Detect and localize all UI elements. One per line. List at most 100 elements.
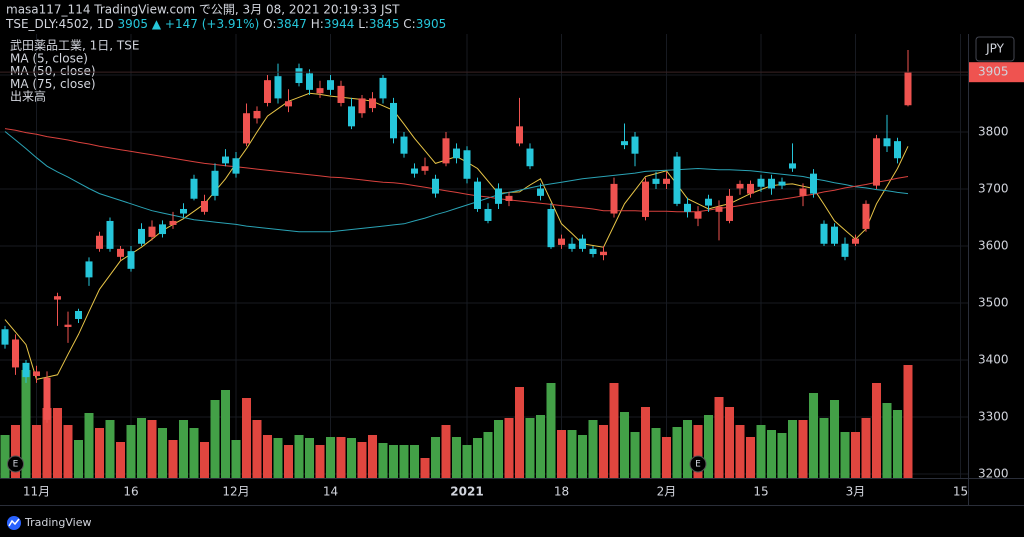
candle-body: [400, 136, 408, 154]
volume-bar: [431, 437, 440, 478]
candle-body: [673, 156, 681, 204]
ohlc-value: 3905: [416, 17, 447, 31]
volume-bar: [809, 393, 818, 478]
volume-bar: [609, 383, 619, 478]
volume-bar: [714, 397, 724, 478]
symbol-line: TSE_DLY:4502, 1D 3905 ▲ +147 (+3.91%) O:…: [5, 17, 446, 31]
volume-bar: [137, 418, 146, 478]
volume-bar: [525, 418, 535, 478]
candle-body: [190, 178, 198, 199]
volume-bar: [116, 442, 125, 478]
volume-bar: [294, 435, 304, 478]
x-tick-label: 15: [753, 485, 768, 499]
candle-body: [1, 329, 9, 345]
volume-bar: [903, 365, 913, 478]
candle-body: [159, 224, 166, 235]
candle-body: [348, 106, 355, 127]
volume-bar: [620, 412, 629, 478]
ma-line: [4, 128, 909, 213]
ohlc-value: 3845: [369, 17, 400, 31]
x-tick-label: 2021: [450, 485, 483, 499]
candle-body: [757, 178, 765, 187]
candle-body: [421, 166, 429, 171]
volume-bar: [651, 428, 661, 478]
candle-body: [390, 102, 397, 139]
volume-bar: [420, 458, 430, 478]
volume-bar: [578, 435, 587, 478]
candle-body: [358, 98, 366, 114]
volume-bar: [200, 442, 209, 478]
candle-body: [610, 183, 618, 214]
volume-bar: [893, 410, 902, 478]
volume-bar: [746, 437, 755, 478]
currency-button[interactable]: [975, 36, 1015, 62]
volume-bar: [84, 413, 94, 478]
volume-bar: [399, 445, 409, 478]
candle-body: [285, 101, 292, 107]
y-tick-label: 3600: [978, 239, 1009, 253]
candle-body: [222, 156, 229, 164]
candle-body: [463, 150, 471, 179]
volume-bar: [515, 387, 524, 478]
candle-body: [243, 113, 250, 144]
volume-bar: [168, 440, 178, 478]
volume-bar: [21, 370, 31, 478]
candle-body: [379, 77, 387, 99]
volume-bar: [693, 425, 703, 478]
volume-bar: [683, 420, 692, 478]
candle-body: [180, 208, 187, 214]
y-tick-label: 3300: [978, 410, 1009, 424]
volume-bar: [504, 418, 514, 478]
candle-body: [148, 226, 156, 237]
candle-body: [883, 138, 891, 147]
ohlc-label: C:: [403, 17, 415, 31]
candle-body: [537, 188, 544, 196]
x-tick-label: 16: [123, 485, 138, 499]
tv-logo: [7, 516, 21, 530]
volume-bar: [588, 420, 598, 478]
candle-body: [117, 248, 124, 257]
change: ▲ +147 (+3.91%): [152, 17, 259, 31]
volume-bar: [452, 437, 461, 478]
volume-bar: [630, 432, 640, 478]
volume-bar: [819, 418, 829, 478]
candle-body: [894, 141, 901, 159]
x-tick-label: 2月: [657, 485, 677, 499]
volume-bar: [851, 432, 860, 478]
volume-bar: [557, 430, 566, 478]
brand: TradingView: [24, 516, 91, 529]
candle-body: [862, 203, 870, 229]
label-layer: 3200330034003500360037003800390011月1612月…: [0, 39, 1024, 499]
candle-body: [474, 181, 481, 209]
volume-bar: [483, 432, 493, 478]
volume-bar: [378, 443, 388, 478]
legend-entry: 出来高: [10, 89, 46, 104]
x-tick-label: 18: [554, 485, 569, 499]
volume-bar: [662, 437, 671, 478]
event-label: E: [695, 460, 701, 470]
candle-body: [327, 80, 334, 90]
currency[interactable]: JPY: [985, 42, 1005, 56]
candle-body: [295, 68, 303, 84]
candle-body: [75, 311, 82, 319]
volume-bar: [735, 425, 745, 478]
volume-bar: [189, 428, 199, 478]
volume-bar: [546, 383, 556, 478]
volume-bar: [462, 445, 472, 478]
volume-bar: [704, 415, 713, 478]
volume-bar: [830, 400, 839, 478]
candle-body: [169, 220, 177, 225]
y-tick-label: 3800: [978, 125, 1009, 139]
candle-body: [106, 220, 114, 249]
volume-bar: [861, 418, 871, 478]
candle-body: [820, 223, 828, 244]
volume-bar: [756, 425, 766, 478]
candle-body: [831, 226, 838, 244]
candle-body: [453, 148, 460, 159]
volume-bar: [158, 428, 167, 478]
volume-bar: [11, 425, 20, 478]
candle-body: [274, 76, 282, 99]
volume-bar: [777, 433, 787, 478]
candle-body: [799, 188, 807, 196]
